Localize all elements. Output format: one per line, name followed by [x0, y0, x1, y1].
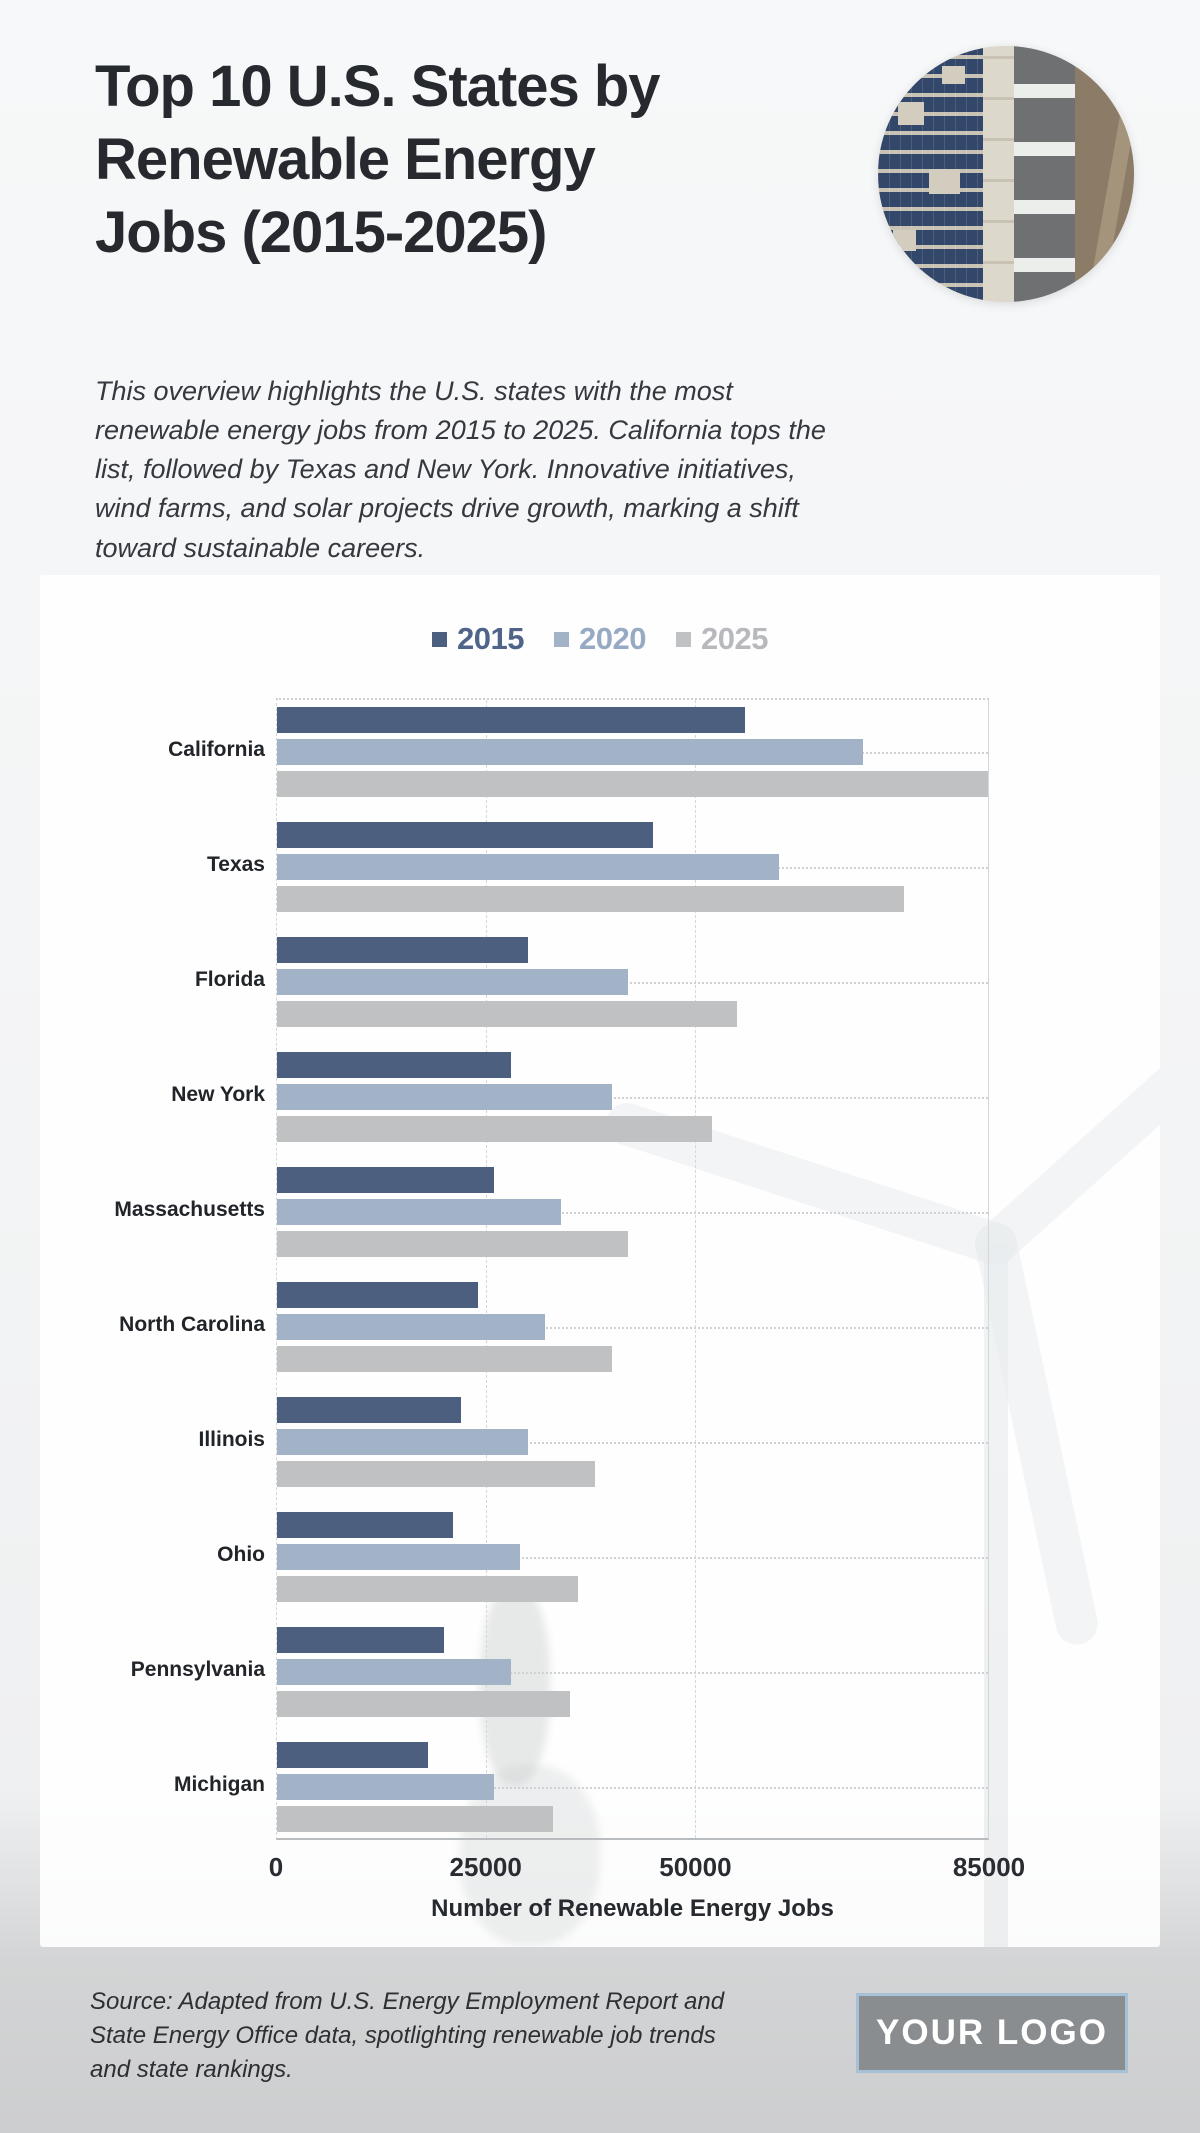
bar-california-2015[interactable]: [277, 707, 746, 733]
roof-walkway: [982, 46, 1014, 302]
person-silhouette: [480, 1585, 550, 1785]
category-label-florida: Florida: [194, 968, 265, 991]
bar-new-york-2020[interactable]: [277, 1084, 612, 1110]
category-label-massachusetts: Massachusetts: [114, 1198, 265, 1221]
bar-illinois-2020[interactable]: [277, 1429, 528, 1455]
x-tick-label-25000: 25000: [449, 1852, 522, 1882]
legend-swatch-icon: [432, 631, 448, 647]
bar-new-york-2025[interactable]: [277, 1116, 712, 1142]
category-label-north-carolina: North Carolina: [119, 1313, 265, 1336]
legend-item-2020[interactable]: 2020: [554, 621, 646, 657]
x-axis-title: Number of Renewable Energy Jobs: [431, 1895, 834, 1922]
x-gridline: [486, 700, 488, 1838]
ground-area: [1075, 46, 1134, 302]
x-tick-label-50000: 50000: [659, 1852, 732, 1882]
aerial-solar-panels-photo: [878, 46, 1134, 302]
x-gridline: [988, 700, 989, 1838]
category-label-illinois: Illinois: [198, 1428, 265, 1451]
page-description: This overview highlights the U.S. states…: [95, 376, 826, 563]
legend-swatch-icon: [675, 631, 691, 647]
bar-north-carolina-2015[interactable]: [277, 1282, 478, 1308]
category-gridline: [277, 1442, 988, 1444]
legend-label: 2020: [579, 621, 646, 656]
bar-ohio-2020[interactable]: [277, 1544, 520, 1570]
plot-area: [276, 698, 989, 1840]
bar-pennsylvania-2025[interactable]: [277, 1691, 570, 1717]
bar-texas-2025[interactable]: [277, 886, 905, 912]
bar-pennsylvania-2020[interactable]: [277, 1659, 512, 1685]
bar-texas-2020[interactable]: [277, 854, 779, 880]
legend-label: 2015: [457, 621, 525, 656]
bar-texas-2015[interactable]: [277, 822, 654, 848]
x-gridline: [695, 700, 697, 1838]
legend-item-2025[interactable]: 2025: [675, 621, 768, 657]
bar-michigan-2020[interactable]: [277, 1774, 495, 1800]
source-note: Source: Adapted from U.S. Energy Employm…: [90, 1988, 725, 2084]
category-label-michigan: Michigan: [173, 1773, 265, 1796]
your-logo-label: YOUR LOGO: [876, 2013, 1108, 2052]
truck-loading-dock: [1013, 46, 1076, 302]
page-title-line: Jobs (2015-2025): [95, 200, 547, 266]
bar-florida-2020[interactable]: [277, 969, 629, 995]
bar-massachusetts-2020[interactable]: [277, 1199, 562, 1225]
bar-pennsylvania-2015[interactable]: [277, 1627, 445, 1653]
category-gridline: [277, 982, 988, 984]
chart-legend: 2015 2020 2025: [40, 621, 1160, 657]
roof-patch: [898, 102, 925, 126]
category-label-new-york: New York: [171, 1083, 265, 1106]
wind-turbine-blade: [966, 954, 1160, 1274]
bar-florida-2025[interactable]: [277, 1001, 738, 1027]
bar-florida-2015[interactable]: [277, 937, 528, 963]
page-title-line: Top 10 U.S. States by: [95, 54, 661, 119]
bar-michigan-2025[interactable]: [277, 1806, 554, 1832]
bar-massachusetts-2015[interactable]: [277, 1167, 495, 1193]
bar-california-2025[interactable]: [277, 771, 988, 797]
bar-california-2020[interactable]: [277, 739, 863, 765]
your-logo-button[interactable]: YOUR LOGO: [856, 1993, 1128, 2073]
bar-north-carolina-2020[interactable]: [277, 1314, 545, 1340]
category-gridline: [277, 1212, 988, 1214]
x-tick-label-0: 0: [268, 1852, 284, 1882]
x-tick-label-85000: 85000: [952, 1852, 1026, 1882]
page-title-line: Renewable Energy: [95, 127, 596, 193]
bar-ohio-2015[interactable]: [277, 1512, 453, 1538]
category-label-texas: Texas: [207, 853, 265, 876]
bar-illinois-2015[interactable]: [277, 1397, 462, 1423]
legend-label: 2025: [700, 621, 768, 656]
chart-panel: 2015 2020 2025 California Texas Florida New Y…: [40, 575, 1160, 1947]
bar-illinois-2025[interactable]: [277, 1461, 595, 1487]
category-label-california: California: [168, 738, 265, 761]
bar-michigan-2015[interactable]: [277, 1742, 428, 1768]
bar-massachusetts-2025[interactable]: [277, 1231, 629, 1257]
category-gridline: [277, 1672, 988, 1674]
page-title: Top 10 U.S. States by Renewable Energy Job…: [95, 50, 795, 269]
legend-item-2015[interactable]: 2015: [432, 621, 525, 657]
bar-north-carolina-2025[interactable]: [277, 1346, 612, 1372]
roof-patch: [942, 66, 966, 85]
roof-patch: [893, 230, 917, 251]
legend-swatch-icon: [554, 631, 570, 647]
category-gridline: [277, 1327, 988, 1329]
category-gridline: [277, 1557, 988, 1559]
category-label-ohio: Ohio: [217, 1543, 265, 1566]
category-gridline: [277, 1787, 988, 1789]
category-label-pennsylvania: Pennsylvania: [130, 1658, 265, 1681]
bar-new-york-2015[interactable]: [277, 1052, 512, 1078]
roof-patch: [929, 168, 960, 195]
bar-ohio-2025[interactable]: [277, 1576, 579, 1602]
category-gridline: [277, 1097, 988, 1099]
